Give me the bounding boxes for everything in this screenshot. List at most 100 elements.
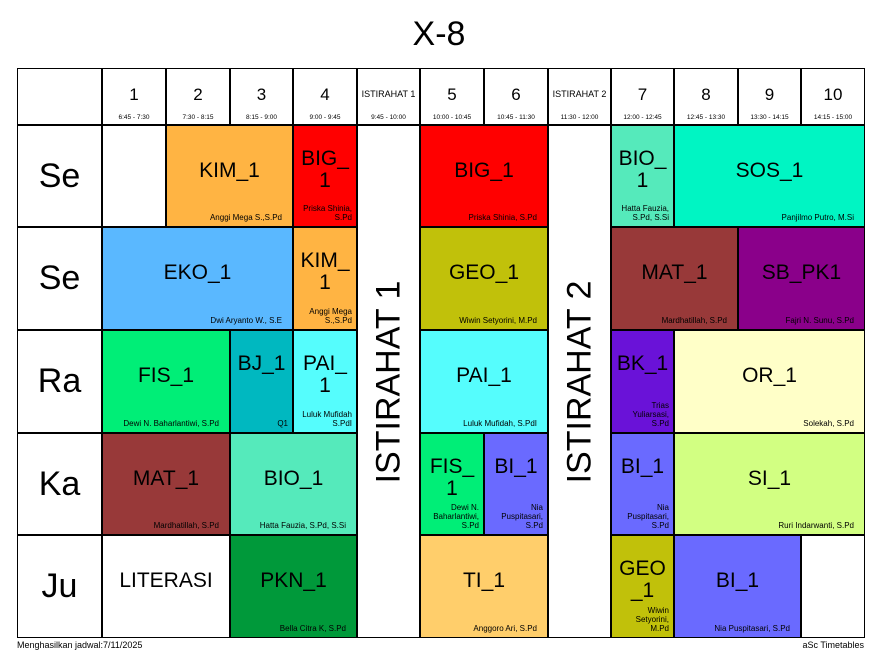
lesson-cell[interactable]: PKN_1 Bella Citra K, S.Pd xyxy=(230,535,357,638)
lesson-teacher: Trias Yuliarsasi, S.Pd xyxy=(632,401,669,428)
lesson-subject: SI_1 xyxy=(747,467,792,490)
break-label: ISTIRAHAT 2 xyxy=(560,280,598,483)
period-label: 7 xyxy=(637,85,648,104)
lesson-cell[interactable]: BI_1 Nia Puspitasari, S.Pd xyxy=(611,433,674,535)
generated-date: Menghasilkan jadwal:7/11/2025 xyxy=(17,640,143,650)
period-time: 9:00 - 9:45 xyxy=(309,114,341,121)
lesson-cell[interactable]: PAI_1 Luluk Mufidah S.PdI xyxy=(293,330,357,433)
lesson-subject: BJ_1 xyxy=(237,352,286,375)
lesson-teacher: Mardhatillah, S.Pd xyxy=(153,521,219,530)
lesson-teacher: Hatta Fauzia, S.Pd, S.Si xyxy=(621,204,669,222)
period-label: ISTIRAHAT 2 xyxy=(552,89,607,99)
lesson-cell[interactable]: EKO_1 Dwi Aryanto W., S.E xyxy=(102,227,293,330)
lesson-subject: PAI_1 xyxy=(456,364,512,387)
day-label: Ju xyxy=(17,535,102,638)
lesson-subject: BIG_1 xyxy=(454,159,514,182)
break-column: ISTIRAHAT 2 xyxy=(548,125,611,638)
lesson-cell[interactable]: BJ_1 Q1 xyxy=(230,330,293,433)
period-label: 5 xyxy=(447,85,457,104)
lesson-cell[interactable]: KIM_1 Anggi Mega S.,S.Pd xyxy=(166,125,293,227)
lesson-cell[interactable]: FIS_1 Dewi N. Baharlantiwi, S.Pd xyxy=(102,330,230,433)
lesson-teacher: Fajri N. Sunu, S.Pd xyxy=(785,316,854,325)
period-label: ISTIRAHAT 1 xyxy=(361,89,416,99)
lesson-cell[interactable]: BIG_1 Priska Shinia, S.Pd xyxy=(420,125,548,227)
lesson-teacher: Anggi Mega S.,S.Pd xyxy=(209,213,282,222)
lesson-cell[interactable]: BIO_1 Hatta Fauzia, S.Pd, S.Si xyxy=(611,125,674,227)
lesson-teacher: Dwi Aryanto W., S.E xyxy=(210,316,282,325)
break-label: ISTIRAHAT 1 xyxy=(369,280,407,483)
lesson-teacher: Nia Puspitasari, S.Pd xyxy=(627,503,669,530)
lesson-subject: TI_1 xyxy=(462,569,506,592)
period-time: 12:45 - 13:30 xyxy=(686,114,726,121)
lesson-subject: GEO_1 xyxy=(619,557,666,602)
lesson-teacher: Wiwin Setyorini, M.Pd xyxy=(635,606,669,633)
period-label: 2 xyxy=(193,85,203,104)
lesson-cell[interactable]: KIM_1 Anggi Mega S.,S.Pd xyxy=(293,227,357,330)
lesson-subject: FIS_1 xyxy=(429,455,475,500)
period-time: 7:30 - 8:15 xyxy=(182,114,214,121)
lesson-teacher: Wiwin Setyorini, M.Pd xyxy=(459,316,537,325)
day-label: Se xyxy=(17,125,102,227)
lesson-cell[interactable]: PAI_1 Luluk Mufidah, S.PdI xyxy=(420,330,548,433)
lesson-teacher: Bella Citra K, S.Pd xyxy=(279,624,346,633)
lesson-subject: LITERASI xyxy=(119,569,213,592)
lesson-subject: KIM_1 xyxy=(199,159,260,182)
corner-cell xyxy=(17,68,102,125)
period-time: 6:45 - 7:30 xyxy=(118,114,150,121)
day-label: Ra xyxy=(17,330,102,433)
day-label: Se xyxy=(17,227,102,330)
lesson-cell[interactable]: GEO_1 Wiwin Setyorini, M.Pd xyxy=(420,227,548,330)
lesson-cell[interactable]: MAT_1 Mardhatillah, S.Pd xyxy=(102,433,230,535)
lesson-cell[interactable]: BI_1 Nia Puspitasari, S.Pd xyxy=(674,535,801,638)
app-credit: aSc Timetables xyxy=(802,640,864,650)
period-header: ISTIRAHAT 1 9:45 - 10:00 xyxy=(357,68,420,125)
lesson-subject: OR_1 xyxy=(742,364,797,387)
empty-slot xyxy=(801,535,865,638)
lesson-subject: BK_1 xyxy=(616,352,669,375)
lesson-teacher: Nia Puspitasari, S.Pd xyxy=(501,503,543,530)
lesson-subject: SB_PK1 xyxy=(761,261,842,284)
lesson-cell[interactable]: SI_1 Ruri Indarwanti, S.Pd xyxy=(674,433,865,535)
lesson-cell[interactable]: FIS_1 Dewi N. Baharlantiwi, S.Pd xyxy=(420,433,484,535)
lesson-subject: FIS_1 xyxy=(137,364,195,387)
lesson-cell[interactable]: BIO_1 Hatta Fauzia, S.Pd, S.Si xyxy=(230,433,357,535)
lesson-subject: BIG_1 xyxy=(301,147,349,192)
lesson-subject: BIO_1 xyxy=(618,147,667,192)
period-label: 10 xyxy=(823,85,843,104)
lesson-teacher: Nia Puspitasari, S.Pd xyxy=(714,624,790,633)
lesson-teacher: Ruri Indarwanti, S.Pd xyxy=(778,521,854,530)
lesson-subject: BI_1 xyxy=(715,569,760,592)
period-time: 11:30 - 12:00 xyxy=(560,114,599,121)
lesson-cell[interactable]: SOS_1 Panjilmo Putro, M.Si xyxy=(674,125,865,227)
lesson-subject: PAI_1 xyxy=(303,352,347,397)
period-header: ISTIRAHAT 2 11:30 - 12:00 xyxy=(548,68,611,125)
lesson-teacher: Solekah, S.Pd xyxy=(803,419,854,428)
lesson-cell[interactable]: LITERASI xyxy=(102,535,230,638)
lesson-subject: BI_1 xyxy=(494,455,538,478)
lesson-cell[interactable]: MAT_1 Mardhatillah, S.Pd xyxy=(611,227,738,330)
lesson-subject: KIM_1 xyxy=(300,249,350,294)
period-header: 7 12:00 - 12:45 xyxy=(611,68,674,125)
period-header: 5 10:00 - 10:45 xyxy=(420,68,484,125)
lesson-subject: EKO_1 xyxy=(163,261,232,284)
lesson-cell[interactable]: BK_1 Trias Yuliarsasi, S.Pd xyxy=(611,330,674,433)
lesson-subject: BI_1 xyxy=(620,455,665,478)
lesson-teacher: Panjilmo Putro, M.Si xyxy=(781,213,854,222)
break-column: ISTIRAHAT 1 xyxy=(357,125,420,638)
period-header: 6 10:45 - 11:30 xyxy=(484,68,548,125)
lesson-cell[interactable]: TI_1 Anggoro Ari, S.Pd xyxy=(420,535,548,638)
lesson-teacher: Luluk Mufidah S.PdI xyxy=(302,410,352,428)
period-label: 4 xyxy=(320,85,330,104)
lesson-cell[interactable]: BI_1 Nia Puspitasari, S.Pd xyxy=(484,433,548,535)
period-time: 8:15 - 9:00 xyxy=(245,114,278,121)
lesson-subject: GEO_1 xyxy=(448,261,520,284)
lesson-cell[interactable]: SB_PK1 Fajri N. Sunu, S.Pd xyxy=(738,227,865,330)
lesson-cell[interactable]: GEO_1 Wiwin Setyorini, M.Pd xyxy=(611,535,674,638)
lesson-cell[interactable]: BIG_1 Priska Shinia, S.Pd xyxy=(293,125,357,227)
period-time: 13:30 - 14:15 xyxy=(750,114,789,121)
period-time: 9:45 - 10:00 xyxy=(371,114,406,121)
lesson-cell[interactable]: OR_1 Solekah, S.Pd xyxy=(674,330,865,433)
lesson-teacher: Luluk Mufidah, S.PdI xyxy=(463,419,537,428)
period-header: 9 13:30 - 14:15 xyxy=(738,68,801,125)
